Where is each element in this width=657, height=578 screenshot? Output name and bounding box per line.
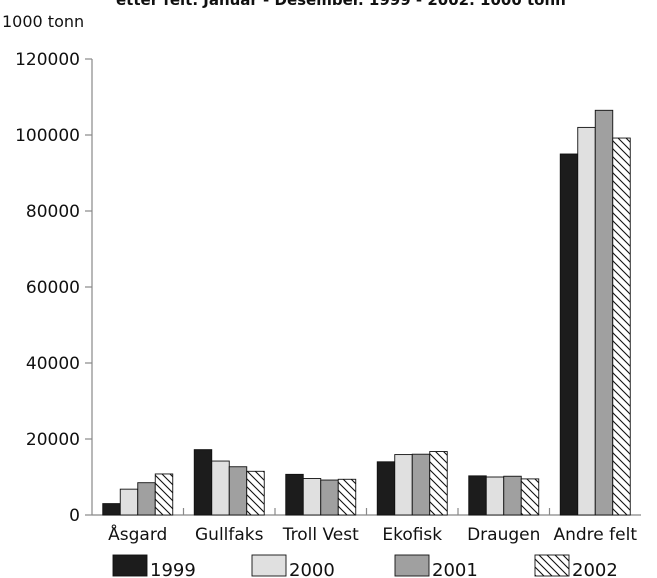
y-tick-label: 40000 [26,354,80,374]
chart-title: etter felt. Januar - Desember. 1999 - 20… [116,0,566,9]
y-tick-label: 100000 [15,126,80,146]
bar-1999-1 [193,449,213,516]
x-category-label: Gullfaks [195,525,264,545]
bar-2002-1 [246,470,265,516]
legend-swatch-2001 [394,554,430,577]
axes: 0 20000 40000 60000 80000 100000 120000 Åsgard G… [15,50,641,545]
bar-2000-3 [394,454,413,516]
y-tick-label: 0 [69,506,80,526]
legend: 1999 2000 2001 2002 [112,554,618,578]
y-tick-label: 120000 [15,50,80,70]
x-category-label: Andre felt [553,525,637,545]
x-category-label: Draugen [467,525,540,545]
bar-1999-3 [376,461,396,516]
legend-label: 2002 [572,560,618,578]
bar-1999-5 [559,153,579,516]
y-tick-label: 20000 [26,430,80,450]
legend-label: 2000 [289,560,335,578]
legend-swatch-2000 [251,554,287,577]
bars [102,109,631,516]
bar-1999-0 [102,503,121,516]
bar-2001-5 [594,109,614,516]
bar-1999-2 [285,473,304,516]
bar-2002-3 [429,451,448,516]
y-tick-label: 60000 [26,278,80,298]
legend-swatch-2002 [534,554,570,577]
bar-2002-4 [520,478,540,516]
bar-2000-2 [302,478,322,516]
legend-label: 1999 [150,560,196,578]
legend-label: 2001 [432,560,478,578]
y-tick-label: 80000 [26,202,80,222]
bar-2001-3 [411,453,431,516]
bar-2000-0 [119,488,139,516]
bar-2001-1 [228,466,248,516]
y-axis-unit-label: 1000 tonn [2,12,84,31]
bar-2001-2 [320,479,339,516]
bar-2000-4 [485,476,505,516]
x-category-label: Troll Vest [282,525,359,545]
x-category-label: Ekofisk [382,525,442,545]
bar-2002-2 [337,478,357,516]
bar-1999-4 [468,475,487,516]
bar-2002-0 [154,473,174,516]
bar-2000-1 [211,460,230,516]
x-category-label: Åsgard [108,523,167,545]
legend-swatch-1999 [112,554,148,577]
bar-2001-4 [503,475,522,516]
bar-2000-5 [577,126,596,516]
bar-2001-0 [137,482,156,516]
bar-2002-5 [612,137,631,516]
